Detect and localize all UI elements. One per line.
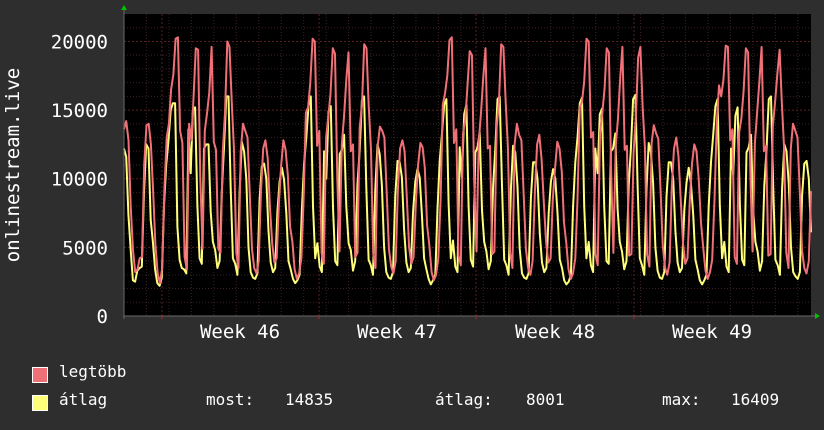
y-axis-label: onlinestream.live <box>2 68 24 262</box>
x-axis-arrow <box>815 313 820 319</box>
legend-swatch-avg <box>32 395 48 411</box>
stat-now-label: most: <box>206 390 255 409</box>
legend-item-max: legtöbb <box>32 362 822 386</box>
y-tick-label: 10000 <box>51 169 108 191</box>
stat-max-label: max: <box>662 390 701 409</box>
stat-avg-label: átlag: <box>435 390 493 409</box>
tick-labels: 0 5000 10000 15000 20000 Week 46 Week 47 Week 4… <box>51 31 752 343</box>
y-tick-label: 0 <box>97 306 108 328</box>
legend-item-avg: átlag most: 14835 átlag: 8001 max: 16409 <box>32 390 822 414</box>
series-layer <box>123 36 812 287</box>
x-tick-label: Week 47 <box>357 321 437 343</box>
legend-label-avg: átlag <box>59 390 108 409</box>
axes <box>121 5 820 319</box>
y-tick-label: 5000 <box>62 237 108 259</box>
legend-swatch-max <box>32 367 48 383</box>
x-tick-label: Week 46 <box>200 321 280 343</box>
legend-label-max: legtöbb <box>59 362 127 381</box>
y-axis-arrow <box>121 5 127 10</box>
series-line-legtobb <box>123 36 812 285</box>
x-tick-label: Week 49 <box>672 321 752 343</box>
x-tick-label: Week 48 <box>515 321 595 343</box>
y-tick-label: 20000 <box>51 31 108 53</box>
stat-max-value: 16409 <box>731 390 780 409</box>
y-tick-label: 15000 <box>51 100 108 122</box>
stat-avg-value: 8001 <box>526 390 565 409</box>
stat-now-value: 14835 <box>285 390 334 409</box>
